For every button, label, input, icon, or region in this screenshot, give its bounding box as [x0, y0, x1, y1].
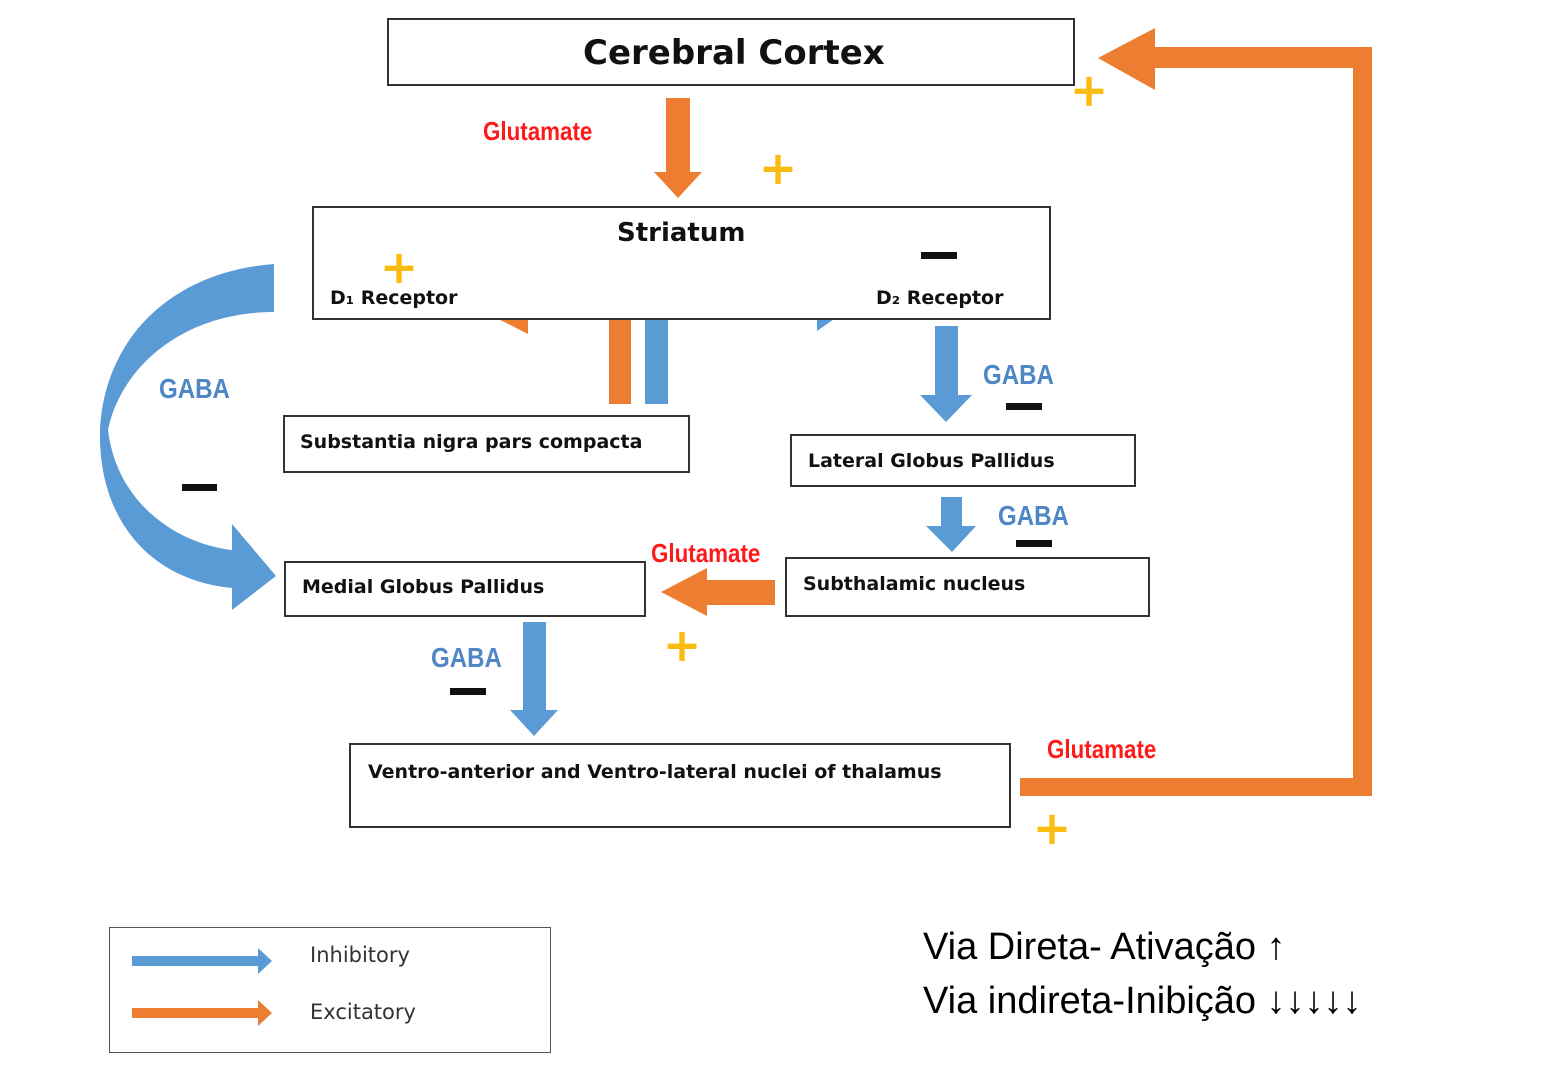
note-indirect-pathway: Via indireta-Inibição ↓↓↓↓↓ — [923, 980, 1362, 1022]
gaba-label-mgp: GABA — [431, 642, 502, 673]
legend-box — [109, 927, 551, 1053]
lateral-globus-pallidus-label: Lateral Globus Pallidus — [808, 450, 1055, 472]
legend-inhibitory-label: Inhibitory — [310, 943, 410, 967]
striatum-box — [312, 206, 1051, 320]
plus-sign-thalamus: + — [1032, 801, 1072, 855]
stn-to-mgp-arrow — [661, 568, 775, 616]
minus-sign-gaba-d2 — [1006, 403, 1042, 410]
thalamus-box — [349, 743, 1011, 828]
glutamate-label-cortex: Glutamate — [483, 116, 593, 146]
glutamate-label-stn: Glutamate — [651, 538, 761, 568]
gaba-label-d2: GABA — [983, 359, 1054, 390]
plus-sign-cortex-feedback: + — [1069, 63, 1109, 117]
plus-sign-cortex-striatum: + — [758, 141, 798, 195]
striatum-label: Striatum — [617, 218, 746, 248]
minus-sign-direct — [182, 484, 217, 491]
thalamus-label: Ventro-anterior and Ventro-lateral nucle… — [368, 761, 942, 783]
substantia-nigra-box — [283, 415, 690, 473]
d1-receptor-label: D₁ Receptor — [330, 287, 458, 309]
medial-globus-pallidus-label: Medial Globus Pallidus — [302, 576, 545, 598]
d2-receptor-label: D₂ Receptor — [876, 287, 1004, 309]
cortex-to-striatum-arrow — [654, 98, 702, 198]
glutamate-label-thalamus: Glutamate — [1047, 734, 1157, 764]
subthalamic-nucleus-box — [785, 557, 1150, 617]
lgp-to-stn-arrow — [926, 497, 976, 552]
legend-inhibitory-arrow — [132, 948, 272, 974]
subthalamic-nucleus-label: Subthalamic nucleus — [803, 573, 1026, 595]
note-direct-pathway: Via Direta- Ativação ↑ — [923, 926, 1286, 968]
cerebral-cortex-box — [387, 18, 1075, 86]
medial-globus-pallidus-box — [284, 561, 646, 617]
minus-sign-gaba-mgp — [450, 688, 486, 695]
gaba-label-direct: GABA — [159, 373, 230, 404]
legend-excitatory-arrow — [132, 1000, 272, 1026]
thalamus-to-cortex-arrow — [1020, 28, 1372, 796]
plus-sign-stn: + — [662, 618, 702, 672]
cerebral-cortex-label: Cerebral Cortex — [583, 33, 885, 73]
lateral-globus-pallidus-box — [790, 434, 1136, 487]
minus-sign-d2 — [921, 252, 957, 259]
gaba-label-lgp: GABA — [998, 500, 1069, 531]
striatum-to-mgp-curved-arrow — [99, 264, 276, 610]
legend-excitatory-label: Excitatory — [310, 1000, 416, 1024]
minus-sign-gaba-lgp — [1016, 540, 1052, 547]
mgp-to-thalamus-arrow — [510, 622, 558, 736]
d2-to-lgp-arrow — [920, 326, 972, 422]
plus-sign-d1: + — [379, 240, 419, 294]
substantia-nigra-label: Substantia nigra pars compacta — [300, 431, 643, 453]
